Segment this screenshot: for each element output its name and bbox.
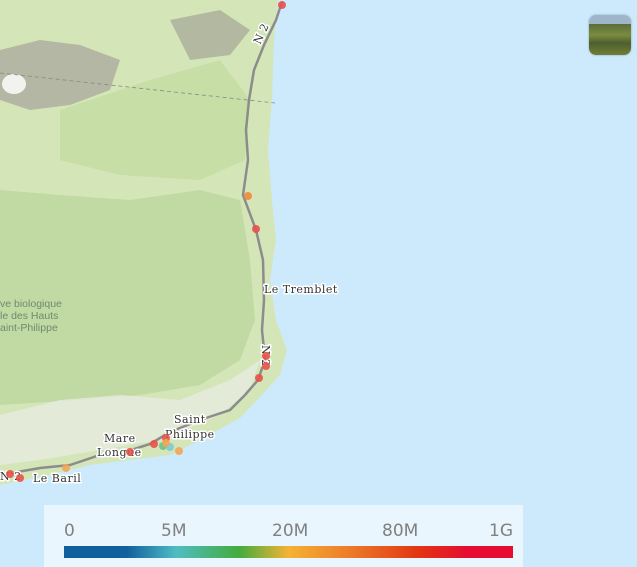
markers-layer (6, 1, 286, 482)
park-label: aint-Philippe (0, 322, 58, 334)
data-point-marker[interactable] (16, 474, 24, 482)
place-le-tremblet: Le Tremblet (264, 283, 338, 296)
place-mare: Mare (104, 432, 136, 445)
legend-tick: 5M (161, 521, 187, 541)
forest-north (60, 60, 250, 180)
data-point-marker[interactable] (262, 352, 270, 360)
data-point-marker[interactable] (244, 192, 252, 200)
data-point-marker[interactable] (126, 448, 134, 456)
legend-tick: 80M (382, 521, 419, 541)
park-label: le des Hauts (0, 310, 58, 322)
park-label: ve biologique (0, 298, 62, 310)
relief (0, 360, 260, 465)
legend: 0 5M 20M 80M 1G (44, 505, 523, 567)
place-longue: Longue (97, 446, 142, 459)
basemap-thumbnail-icon[interactable] (589, 15, 631, 55)
relief (0, 40, 120, 110)
data-point-marker[interactable] (252, 225, 260, 233)
place-saint: Saint (174, 413, 206, 426)
legend-tick: 0 (64, 521, 75, 541)
data-point-marker[interactable] (262, 362, 270, 370)
data-point-marker[interactable] (62, 464, 70, 472)
data-point-marker[interactable] (175, 447, 183, 455)
road-n2 (0, 1, 284, 477)
relief (170, 10, 250, 60)
crater (2, 74, 26, 94)
place-philippe: Philippe (165, 428, 215, 441)
data-point-marker[interactable] (150, 440, 158, 448)
legend-tick: 1G (489, 521, 513, 541)
data-point-marker[interactable] (278, 1, 286, 9)
data-point-marker[interactable] (6, 470, 14, 478)
data-point-marker[interactable] (255, 374, 263, 382)
legend-tick: 20M (272, 521, 309, 541)
data-point-marker[interactable] (162, 439, 170, 447)
legend-color-ramp (64, 546, 513, 558)
place-le-baril: Le Baril (33, 472, 81, 485)
forest (0, 190, 255, 405)
